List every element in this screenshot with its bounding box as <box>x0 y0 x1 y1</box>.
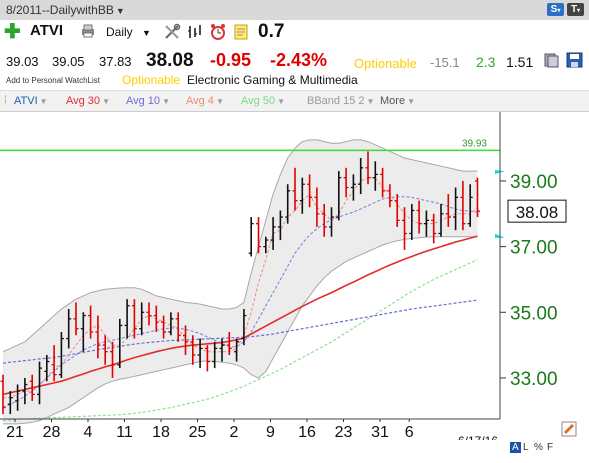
avg10-line <box>2 196 478 408</box>
x-tick-label: 23 <box>335 424 353 440</box>
chevron-down-icon: ▼ <box>142 28 151 38</box>
high-value: 39.05 <box>52 54 85 69</box>
chevron-down-icon: ▼ <box>407 97 415 106</box>
bottom-bar: A L % F <box>0 440 589 463</box>
x-tick-label: 18 <box>152 424 170 440</box>
y-tick-label: 35.00 <box>510 303 558 324</box>
indicator-bband-label: BBand 15 2 <box>307 95 365 107</box>
stat-2: 2.3 <box>476 54 496 70</box>
avg4-line <box>3 177 478 399</box>
last-price-box <box>507 199 567 223</box>
x-tick-label: 4 <box>84 424 93 440</box>
indicator-avg30[interactable]: Avg 30 ▼ <box>66 95 110 107</box>
bollinger-band-area <box>3 139 478 424</box>
alf-l[interactable]: L <box>523 442 529 453</box>
chevron-down-icon: ▼ <box>102 97 110 106</box>
top-indicator-value: 0.7 <box>258 21 285 42</box>
x-tick-label: 25 <box>189 424 207 440</box>
symbol-label[interactable]: ATVI <box>30 22 64 39</box>
chevron-down-icon: ▼ <box>277 97 285 106</box>
s-button[interactable]: S▾ <box>547 3 564 16</box>
t-button-label: T <box>570 4 578 15</box>
last-price-label: 38.08 <box>516 203 559 222</box>
t-button[interactable]: T▾ <box>567 3 584 16</box>
indicator-avg4[interactable]: Avg 4 ▼ <box>186 95 224 107</box>
open-value: 39.03 <box>6 54 39 69</box>
last-price: 38.08 <box>146 50 194 71</box>
indicator-avg50-label: Avg 50 <box>241 95 276 107</box>
add-symbol-icon[interactable]: ✚ <box>4 21 21 43</box>
bollinger-lower-line <box>3 236 478 425</box>
chevron-down-icon: ▼ <box>162 97 170 106</box>
indicator-bband[interactable]: BBand 15 2 ▼ <box>307 95 374 107</box>
note-icon[interactable] <box>232 23 250 46</box>
indicator-avg10[interactable]: Avg 10 ▼ <box>126 95 170 107</box>
indicator-bar: ⁞ ATVI ▼ Avg 30 ▼ Avg 10 ▼ Avg 4 ▼ Avg 50 ▼ B… <box>0 90 589 112</box>
x-tick-label: 16 <box>298 424 316 440</box>
window-title[interactable]: 8/2011--DailywithBB ▼ <box>6 3 125 17</box>
printer-icon[interactable] <box>80 24 96 41</box>
indicator-avg30-label: Avg 30 <box>66 95 101 107</box>
bollinger-upper-line <box>2 139 478 353</box>
chart-type-icon[interactable] <box>186 23 204 46</box>
add-to-watchlist-link[interactable]: Add to Personal WatchList <box>6 76 100 85</box>
indicator-atvi[interactable]: ATVI ▼ <box>14 95 48 107</box>
x-tick-label: 28 <box>43 424 61 440</box>
save-icon[interactable] <box>566 52 583 73</box>
period-value: Daily <box>106 25 133 39</box>
optionable-label: Optionable <box>354 56 417 71</box>
quote-header: ✚ ATVI Daily ▼ 0.7 39.03 39.05 37.83 38.… <box>0 20 589 90</box>
optionable-tag: Optionable <box>122 73 181 87</box>
x-tick-label: 31 <box>371 424 389 440</box>
y-tick-label: 37.00 <box>510 238 558 259</box>
pencil-icon[interactable] <box>561 421 577 437</box>
price-change-pct: -2.43% <box>270 50 328 70</box>
indicator-avg50[interactable]: Avg 50 ▼ <box>241 95 285 107</box>
industry-label: Electronic Gaming & Multimedia <box>187 73 358 87</box>
price-change: -0.95 <box>210 50 252 70</box>
chevron-down-icon: ▼ <box>366 97 375 106</box>
avg30-line <box>2 235 478 396</box>
indicator-avg10-label: Avg 10 <box>126 95 161 107</box>
stat-3: 1.51 <box>506 54 534 70</box>
indicator-avg4-label: Avg 4 <box>186 95 214 107</box>
chevron-down-icon: ▼ <box>39 97 48 106</box>
period-select[interactable]: Daily ▼ <box>106 25 151 39</box>
window-titlebar: 8/2011--DailywithBB ▼ S▾ T▾ <box>0 0 589 21</box>
stack-icon[interactable] <box>542 52 560 73</box>
x-tick-label: 11 <box>116 424 133 440</box>
y-tick-label: 39.00 <box>510 172 558 193</box>
x-tick-label: 2 <box>230 424 239 440</box>
alf-a[interactable]: A <box>510 442 521 453</box>
s-button-label: S <box>550 4 558 15</box>
alarm-clock-icon[interactable] <box>209 23 227 46</box>
price-chart[interactable]: 39.93 39.00 37.00 35.00 33.00 38.08 21 28 4 11 18 2… <box>0 112 589 440</box>
alf-f[interactable]: F <box>547 442 554 453</box>
resistance-label: 39.93 <box>462 138 487 149</box>
stat-1: -15.1 <box>430 55 460 70</box>
avg50-line <box>2 259 478 422</box>
tools-icon[interactable] <box>163 23 181 46</box>
chevron-down-icon: ▼ <box>215 97 224 106</box>
x-tick-label: 9 <box>266 424 275 440</box>
low-value: 37.83 <box>99 54 132 69</box>
y-tick-label: 33.00 <box>510 369 558 390</box>
indicator-more-label: More <box>380 95 406 107</box>
chevron-down-icon[interactable]: ▼ <box>115 6 125 16</box>
indicator-atvi-label: ATVI <box>14 95 38 107</box>
x-tick-label: 21 <box>6 424 24 440</box>
drag-handle-icon[interactable]: ⁞ <box>4 95 7 106</box>
alf-pct[interactable]: % <box>534 442 543 453</box>
indicator-more[interactable]: More ▼ <box>380 95 415 107</box>
x-tick-label: 6 <box>405 424 414 440</box>
window-title-text: 8/2011--DailywithBB <box>6 3 114 17</box>
date-label: 6/17/16 <box>458 434 498 440</box>
